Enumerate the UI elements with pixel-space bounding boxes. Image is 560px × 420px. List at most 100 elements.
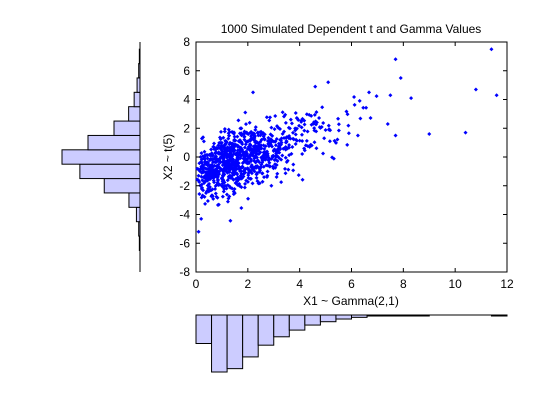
scatter-point [253,165,258,170]
scatter-point [473,87,478,92]
bottom-hist-bar [413,314,430,317]
scatter-point [228,218,233,223]
scatter-point [240,160,245,165]
scatter-point [231,192,236,197]
scatter-point [250,181,255,186]
scatter-point [197,179,202,184]
scatter-point [207,170,212,175]
scatter-point [289,121,294,126]
scatter-point [269,125,274,130]
scatter-point [283,166,288,171]
scatter-point [326,80,331,85]
scatter-point [259,165,264,170]
scatter-point [259,129,264,134]
scatter-point [226,127,231,132]
scatter-point [243,166,248,171]
scatter-point [236,118,241,123]
left-hist-bar [133,91,141,108]
scatter-point [344,109,349,114]
scatter-point [293,132,298,137]
scatter-point [265,173,270,178]
scatter-point [199,136,204,141]
scatter-point [269,183,274,188]
scatter-point [199,182,204,187]
scatter-point [489,47,494,52]
scatter-point [209,147,214,152]
scatter-point [195,177,200,182]
scatter-point [258,145,263,150]
scatter-point [229,141,234,146]
scatter-point [200,178,205,183]
scatter-point [199,165,204,170]
scatter-point [260,179,265,184]
scatter-point [207,166,212,171]
scatter-point [271,148,276,153]
y-tick-label: -4 [179,208,190,222]
scatter-point [237,165,242,170]
scatter-point [300,151,305,156]
scatter-point [231,152,236,157]
scatter-point [219,129,224,134]
scatter-point [269,144,274,149]
scatter-point [251,137,256,142]
scatter-point [364,105,369,110]
scatter-point [232,166,237,171]
bottom-hist-bar [351,314,368,318]
scatter-point [247,142,252,147]
scatter-point [217,182,222,187]
scatter-point [280,131,285,136]
x-axis-label: X1 ~ Gamma(2,1) [303,294,399,308]
scatter-point [320,105,325,110]
scatter-point [224,192,229,197]
y-axis-label: X2 ~ t(5) [161,134,175,180]
scatter-point [254,159,259,164]
scatter-point [309,122,314,127]
scatter-point [213,151,218,156]
scatter-point [312,126,317,131]
scatter-point [213,191,218,196]
plot-area [195,41,508,273]
scatter-point [275,171,280,176]
scatter-point [305,144,310,149]
scatter-point [239,185,244,190]
left-hist-bar [113,120,141,136]
bottom-hist-bar [304,314,321,326]
scatter-point [222,142,227,147]
scatter-point [288,136,293,141]
scatter-point [207,184,212,189]
scatter-point [358,116,363,121]
scatter-point [220,194,225,199]
bottom-hist-bar [242,314,259,358]
scatter-point [214,154,219,159]
left-hist-bar [79,163,141,180]
scatter-point [252,169,257,174]
scatter-point [300,177,305,182]
scatter-point [212,141,217,146]
scatter-point [262,132,267,137]
scatter-point [230,186,235,191]
y-tick-label: -2 [179,179,190,193]
scatter-point [274,137,279,142]
scatter-point [199,157,204,162]
scatter-point [274,162,279,167]
x-tick-label: 4 [296,277,303,291]
scatter-point [272,127,277,132]
scatter-point [280,153,285,158]
scatter-point [267,118,272,123]
left-hist-bar [87,134,141,151]
left-hist-bar [136,77,141,93]
scatter-point [385,121,390,126]
scatter-point [276,150,281,155]
scatter-point [409,96,414,101]
scatter-point [207,152,212,157]
scatter-point [279,180,284,185]
scatter-point [234,171,239,176]
scatter-point [240,165,245,170]
scatter-point [274,153,279,158]
scatter-point [398,75,403,80]
scatter-point [203,160,208,165]
scatter-point [205,163,210,168]
scatter-point [293,110,298,115]
left-hist-bar [135,206,141,223]
scatter-point [253,125,258,130]
